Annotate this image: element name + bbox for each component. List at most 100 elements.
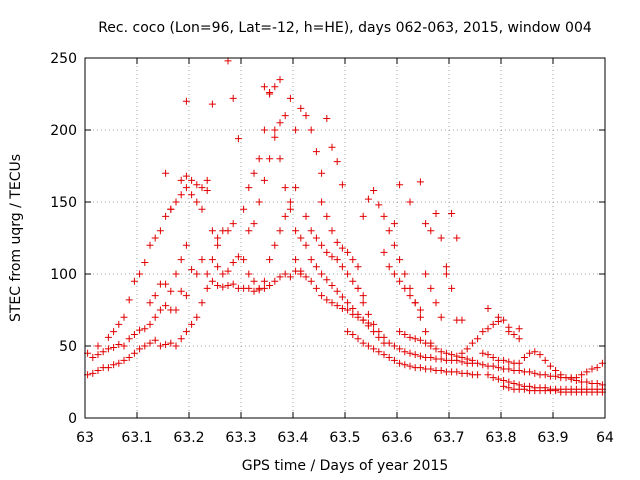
data-point [151,234,159,242]
data-point [557,371,565,379]
data-point [323,276,331,284]
data-point [333,158,341,166]
data-point [250,277,258,285]
data-point [427,365,435,373]
data-point [146,320,154,328]
data-point [307,256,315,264]
data-point [442,349,450,357]
y-tick-label: 100 [50,267,77,283]
data-point [229,220,237,228]
data-point [203,270,211,278]
data-point [182,172,190,180]
data-point [416,364,424,372]
data-point [271,241,279,249]
data-point [593,364,601,372]
data-point [354,284,362,292]
data-point [380,248,388,256]
data-point [188,191,196,199]
data-point [214,234,222,242]
data-point [250,169,258,177]
data-point [193,181,201,189]
data-point [276,76,284,84]
data-point [427,227,435,235]
data-point [364,195,372,203]
data-point [370,186,378,194]
data-point [266,256,274,264]
data-point [375,328,383,336]
data-point [245,284,253,292]
data-point [281,270,289,278]
data-point [214,263,222,271]
data-point [406,198,414,206]
data-point [463,355,471,363]
data-point [401,270,409,278]
data-point [156,306,164,314]
data-point [531,348,539,356]
data-point [484,305,492,313]
data-point [385,354,393,362]
data-point [406,292,414,300]
data-point [531,369,539,377]
x-tick-label: 63.5 [329,430,360,446]
data-point [411,351,419,359]
data-point [260,126,268,134]
data-point [489,362,497,370]
data-point [333,287,341,295]
data-point [416,352,424,360]
data-point [318,292,326,300]
data-point [172,342,180,350]
data-point [406,333,414,341]
data-point [250,220,258,228]
data-point [448,210,456,218]
data-point [494,318,502,326]
data-point [292,184,300,192]
data-point [380,351,388,359]
data-point [182,241,190,249]
data-point [162,169,170,177]
data-point [229,258,237,266]
data-point [94,351,102,359]
data-point [188,176,196,184]
data-point [396,256,404,264]
data-point [385,263,393,271]
data-point [463,345,471,353]
data-point [302,112,310,120]
data-point [276,227,284,235]
data-point [198,184,206,192]
data-point [411,299,419,307]
data-point [297,234,305,242]
data-point [136,345,144,353]
data-point [505,323,513,331]
data-point [323,296,331,304]
data-point [162,341,170,349]
data-point [271,277,279,285]
data-point [390,356,398,364]
data-point [359,316,367,324]
data-point [448,284,456,292]
data-point [208,227,216,235]
data-point [354,310,362,318]
data-point [396,345,404,353]
data-point [344,306,352,314]
data-point [141,325,149,333]
data-point [489,374,497,382]
data-point [318,270,326,278]
data-point [281,112,289,120]
data-point [484,351,492,359]
plot-frame [84,57,606,419]
x-tick-label: 63.2 [173,430,204,446]
data-point [193,270,201,278]
data-point [172,198,180,206]
data-point [390,241,398,249]
data-point [214,241,222,249]
data-point [349,330,357,338]
data-point [276,273,284,281]
data-point [323,212,331,220]
data-point [505,358,513,366]
data-point [442,263,450,271]
data-point [375,348,383,356]
data-point [260,277,268,285]
data-point [515,366,523,374]
data-point [318,241,326,249]
data-point [552,366,560,374]
